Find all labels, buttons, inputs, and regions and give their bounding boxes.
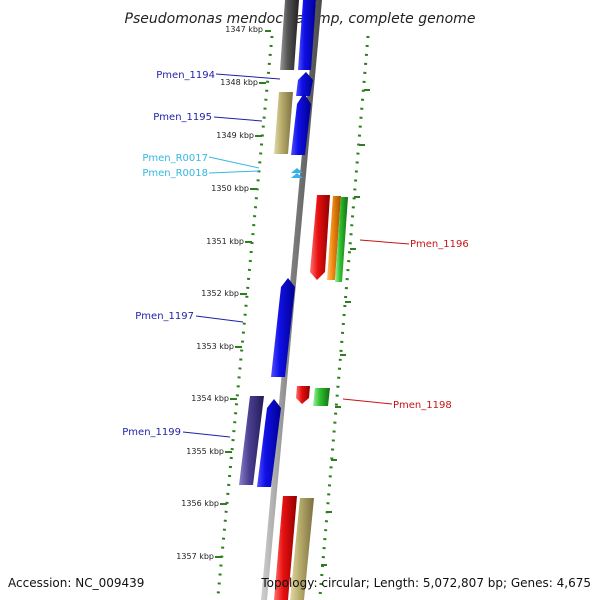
tick-label: 1357 kbp [176,552,214,561]
gene-green-block [335,197,348,282]
scale-tick-marks [215,30,271,558]
tick-label: 1355 kbp [186,447,224,456]
gene-green-small [313,388,330,406]
gene-label-pmen-1199: Pmen_1199 [122,427,181,438]
label-leader-line [208,156,260,169]
gene-label-pmen-1196: Pmen_1196 [410,239,469,250]
outer-track-genes [290,195,348,600]
gene-pmen-1194 [296,72,313,96]
label-leader-line [182,431,231,438]
gene-label-pmen-1194: Pmen_1194 [156,70,215,81]
gene-label-group: Pmen_1194 Pmen_1195 Pmen_R0017 Pmen_R001… [122,70,468,438]
gene-label-pmen-r0018: Pmen_R0018 [142,168,208,179]
gene-purple-block [239,396,264,485]
tick-label: 1352 kbp [201,289,239,298]
rna-pmen-r0018 [291,173,303,178]
tick-label: 1351 kbp [206,237,244,246]
gene-blue-block [298,0,316,70]
scale-tick-labels: 1347 kbp 1348 kbp 1349 kbp 1350 kbp 1351… [176,25,263,561]
gene-pmen-1198 [296,386,310,404]
label-leader-line [215,73,281,80]
tick-label: 1356 kbp [181,499,219,508]
gene-pmen-1197 [271,278,295,377]
inner-scale-ring [216,35,274,597]
gene-gray-block [280,0,299,70]
gene-label-pmen-1198: Pmen_1198 [393,400,452,411]
gene-pmen-1195 [291,93,311,155]
label-leader-line [208,170,260,174]
gene-label-pmen-r0017: Pmen_R0017 [142,153,208,164]
accession-text: Accession: NC_009439 [8,576,145,590]
gene-pmen-1199 [257,399,281,487]
label-leader-line [213,116,263,122]
gene-label-pmen-1197: Pmen_1197 [135,311,194,322]
gene-orange-block [327,196,341,280]
gene-tan-block [274,92,293,154]
label-leader-line [195,315,244,323]
gene-red-bottom [274,496,297,600]
tick-label: 1349 kbp [216,131,254,140]
tick-label: 1348 kbp [220,78,258,87]
gene-label-pmen-1195: Pmen_1195 [153,112,212,123]
outer-scale-ring [318,35,370,597]
tick-label: 1353 kbp [196,342,234,351]
label-leader-line [359,239,410,245]
label-leader-line [342,398,393,405]
tick-label: 1347 kbp [225,25,263,34]
tick-label: 1354 kbp [191,394,229,403]
gene-pmen-1196 [310,195,330,280]
gene-tan-bottom [290,498,314,600]
rna-pmen-r0017 [291,168,303,173]
outer-scale-ticks [321,89,370,566]
topology-text: Topology: circular; Length: 5,072,807 bp… [261,576,591,590]
map-title: Pseudomonas mendocina ymp, complete geno… [125,11,476,27]
tick-label: 1350 kbp [211,184,249,193]
inner-track-genes [239,0,316,600]
